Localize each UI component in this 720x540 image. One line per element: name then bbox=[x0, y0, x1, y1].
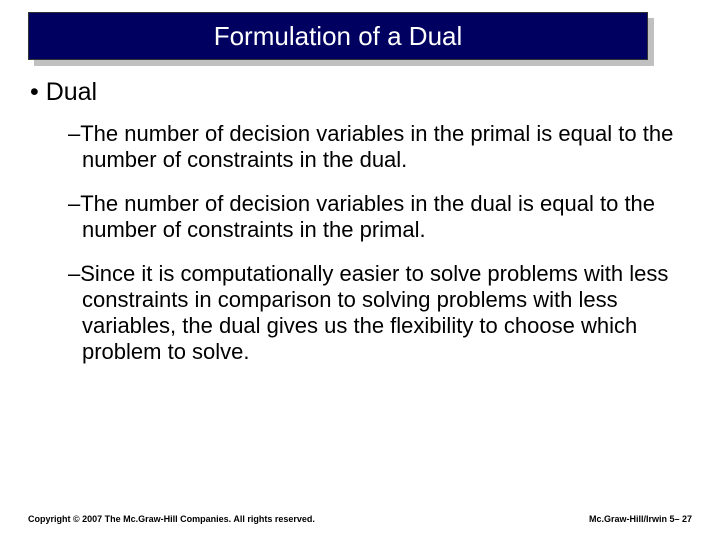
sub-bullet: –Since it is computationally easier to s… bbox=[68, 261, 690, 365]
title-box: Formulation of a Dual bbox=[28, 12, 648, 60]
main-bullet: • Dual bbox=[30, 78, 690, 107]
sub-bullet: –The number of decision variables in the… bbox=[68, 191, 690, 243]
page-number-footer: Mc.Graw-Hill/Irwin 5– 27 bbox=[589, 514, 692, 524]
slide-title: Formulation of a Dual bbox=[214, 21, 463, 52]
sub-bullet: –The number of decision variables in the… bbox=[68, 121, 690, 173]
copyright-footer: Copyright © 2007 The Mc.Graw-Hill Compan… bbox=[28, 514, 315, 524]
slide-content: • Dual –The number of decision variables… bbox=[30, 78, 690, 383]
